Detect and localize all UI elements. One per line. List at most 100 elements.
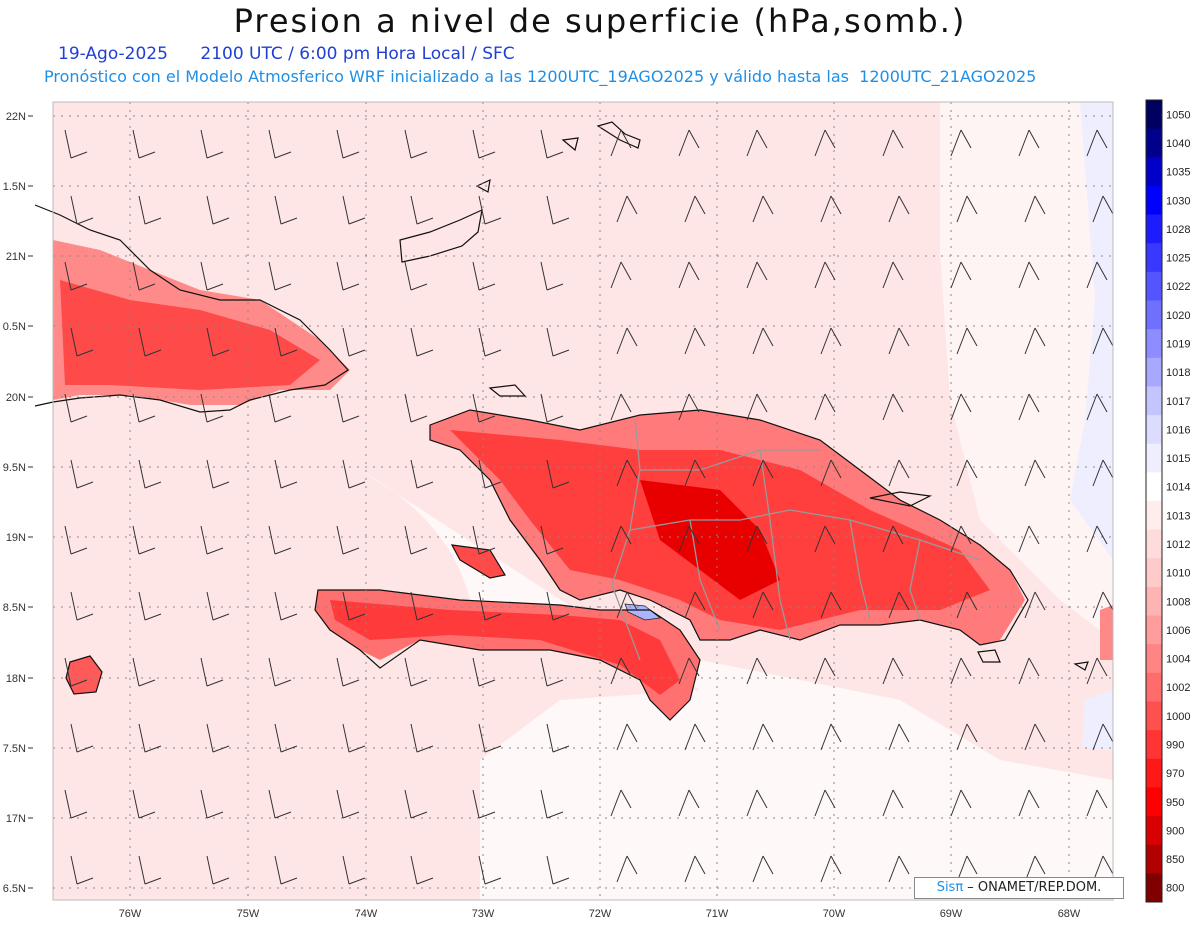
wind-barb [274,459,298,489]
wind-barb [342,723,366,753]
colorbar-swatch [1146,386,1162,416]
wind-barb [684,591,706,619]
wind-barb [336,657,360,687]
colorbar-swatch [1146,157,1162,187]
wind-barb [610,525,632,553]
wind-barb [610,261,632,289]
wind-barb [956,327,978,355]
wind-barb [472,129,496,159]
wind-barb [478,591,502,621]
wind-barb [1086,393,1108,421]
wind-barb [206,591,230,621]
wind-barb [746,129,768,157]
wind-barb [1086,261,1108,289]
colorbar-label: 1014 [1166,482,1190,494]
wind-barb [888,723,910,751]
wind-barb [820,195,842,223]
colorbar-swatch [1146,443,1162,473]
wind-barb [410,723,434,753]
colorbar-label: 1020 [1166,310,1190,322]
lat-label: 1.5N [3,181,26,193]
date-label: 19-Ago-2025 [58,44,168,64]
wind-barb [1086,657,1108,685]
wind-barb [404,261,428,291]
wind-barb [200,789,224,819]
wind-barb [1092,195,1114,223]
lon-label: 68W [1058,908,1081,920]
wind-barb [472,789,496,819]
lon-label: 75W [237,908,260,920]
wind-barb [472,261,496,291]
wind-barb [132,789,156,819]
colorbar-swatch [1146,529,1162,559]
wind-barb [1024,195,1046,223]
colorbar-swatch [1146,300,1162,330]
colorbar-swatch [1146,100,1162,130]
colorbar-label: 1002 [1166,682,1190,694]
wind-barb [820,459,842,487]
wind-barb [1024,459,1046,487]
wind-barb [1018,789,1040,817]
wind-barb [200,129,224,159]
wind-barb [882,261,904,289]
wind-barb [820,723,842,751]
colorbar-label: 1035 [1166,167,1190,179]
wind-barb [610,393,632,421]
wind-barb [956,591,978,619]
wind-barb [64,393,88,423]
wind-barb [64,657,88,687]
wind-barb [138,723,162,753]
wind-barb [64,525,88,555]
wind-barb [206,723,230,753]
lat-label: 7.5N [3,743,26,755]
lon-axis: 76W 75W 74W 73W 72W 71W 70W 69W 68W [119,908,1081,920]
wind-barb [64,789,88,819]
wind-barb [678,261,700,289]
colorbar-frame [1145,99,1163,903]
wind-barb [950,789,972,817]
colorbar-swatch [1146,271,1162,301]
colorbar-label: 1028 [1166,224,1190,236]
wind-barb [274,855,298,885]
lon-label: 73W [472,908,495,920]
wind-barb [70,327,94,357]
colorbar-label: 1006 [1166,625,1190,637]
lat-label: 20N [6,392,26,404]
wind-barb [70,195,94,225]
wind-barb [138,195,162,225]
lat-label: 8.5N [3,602,26,614]
wind-barb [404,129,428,159]
wind-barb [814,393,836,421]
wind-barb [882,393,904,421]
wind-barb [404,657,428,687]
wind-barb [132,261,156,291]
wind-barb [478,723,502,753]
wind-barb [814,129,836,157]
wind-barb [882,525,904,553]
wind-barb [132,657,156,687]
wind-barb [138,591,162,621]
wind-barb [956,723,978,751]
wind-barb [610,657,632,685]
lon-label: 72W [589,908,612,920]
colorbar-label: 990 [1166,739,1184,751]
wind-barb [684,327,706,355]
colorbar-label: 1008 [1166,596,1190,608]
wind-barb [132,393,156,423]
wind-barb [70,723,94,753]
colorbar-label: 1018 [1166,367,1190,379]
wind-barb [1092,327,1114,355]
wind-barb [746,261,768,289]
wind-barb [404,789,428,819]
wind-barb [1086,789,1108,817]
colorbar-label: 1025 [1166,253,1190,265]
wind-barb [268,261,292,291]
wind-barb [342,459,366,489]
wind-barb [950,261,972,289]
wind-barb [684,195,706,223]
wind-barb [752,591,774,619]
wind-barb [336,525,360,555]
wind-barb [540,657,564,687]
lat-label: 21N [6,251,26,263]
